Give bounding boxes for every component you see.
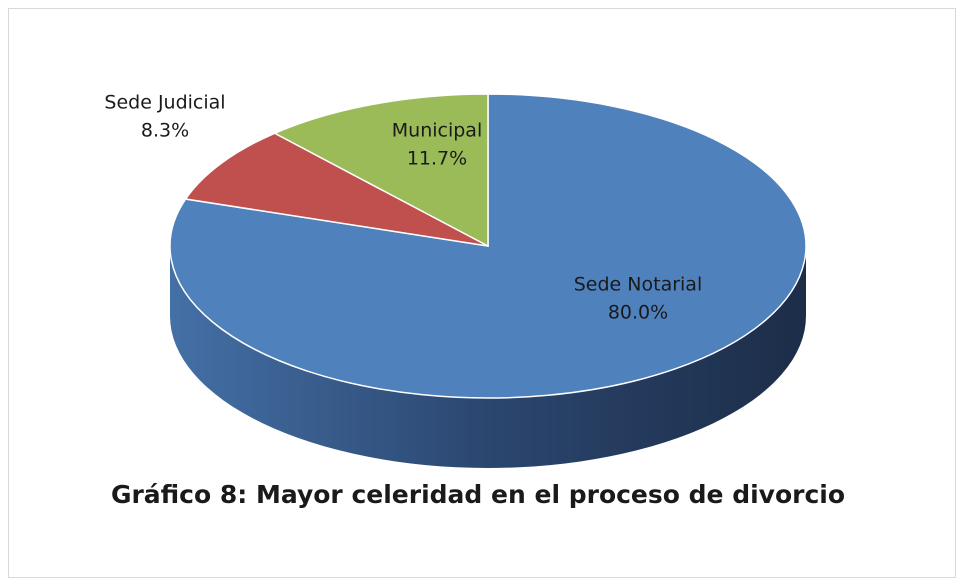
pie	[169, 93, 807, 468]
pie-slice	[272, 93, 489, 248]
slice-value-label: 11.7%	[407, 148, 467, 170]
pie-slice	[184, 132, 489, 247]
pie-slice	[169, 93, 807, 399]
chart-title: Gráfico 8: Mayor celeridad en el proceso…	[111, 480, 845, 509]
slice-value-label: 8.3%	[141, 120, 189, 142]
slice-label: Sede Notarial	[574, 274, 702, 296]
slice-label: Municipal	[392, 120, 482, 142]
slice-label: Sede Judicial	[104, 92, 225, 114]
pie-side	[170, 246, 806, 468]
slice-value-label: 80.0%	[608, 302, 668, 324]
